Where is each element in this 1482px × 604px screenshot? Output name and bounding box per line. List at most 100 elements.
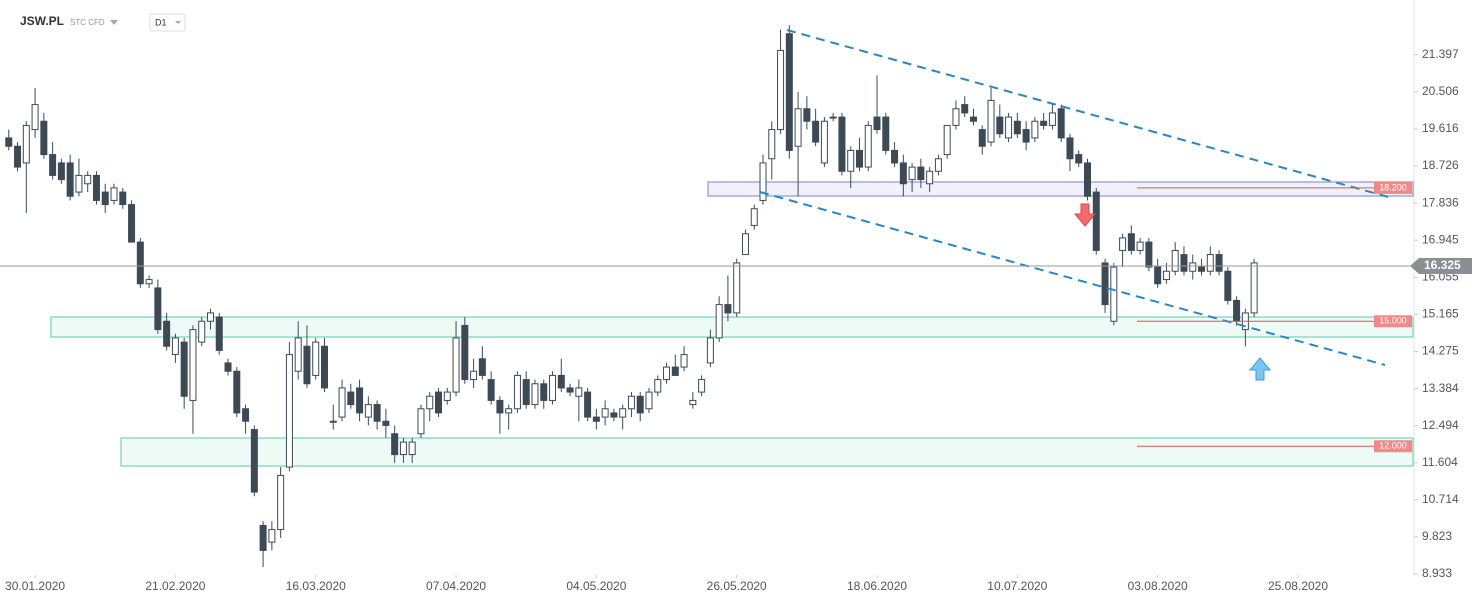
candle-body — [268, 529, 276, 543]
candle-body — [1066, 137, 1074, 160]
candle-body — [92, 174, 100, 201]
candle-body — [785, 33, 793, 151]
candle-body — [1233, 299, 1241, 322]
y-tick-label: 13.384 — [1422, 381, 1459, 395]
last-price-label: 16.325 — [1424, 258, 1461, 272]
x-tick-label: 10.07.2020 — [987, 579, 1047, 593]
candle-body — [759, 162, 767, 201]
candle-body — [1198, 266, 1206, 272]
candle-body — [584, 391, 592, 418]
candle-body — [1136, 241, 1144, 251]
candle-body — [364, 404, 372, 418]
candle-body — [1048, 112, 1056, 126]
y-tick-label: 15.165 — [1422, 307, 1459, 321]
candle-body — [40, 120, 48, 156]
level-tag — [1374, 315, 1412, 328]
candle-body — [391, 433, 399, 456]
candle-body — [689, 399, 697, 406]
candle-body — [969, 116, 977, 122]
plot — [5, 25, 1258, 568]
candle-body — [329, 420, 337, 423]
candle-body — [934, 158, 942, 172]
candle-body — [338, 387, 346, 418]
x-tick-label: 16.03.2020 — [286, 579, 346, 593]
candle-body — [829, 116, 837, 119]
candle-body — [233, 370, 241, 414]
candle-body — [1215, 254, 1223, 272]
candle-body — [75, 174, 83, 193]
y-tick-label: 18.726 — [1422, 158, 1459, 172]
candle-body — [531, 383, 539, 406]
candle-body — [1162, 270, 1170, 281]
candle-body — [1005, 116, 1013, 139]
candle-body — [733, 262, 741, 314]
candle-body — [671, 366, 679, 376]
candle-body — [663, 366, 671, 381]
candle-body — [189, 329, 197, 401]
candle-body — [513, 374, 521, 410]
candle-body — [285, 354, 293, 468]
y-tick-label: 11.604 — [1422, 455, 1458, 469]
candle-body — [505, 408, 513, 414]
candle-body — [1127, 233, 1135, 251]
candle-body — [1057, 108, 1065, 139]
candle-body — [101, 191, 109, 206]
candle-body — [619, 408, 627, 418]
candle-body — [1031, 120, 1039, 139]
candle-body — [549, 374, 557, 401]
candle-body — [312, 341, 320, 376]
candle-body — [855, 149, 863, 168]
candle-body — [1101, 262, 1109, 306]
candle-body — [478, 358, 486, 376]
candle-body — [926, 170, 934, 185]
candle-body — [724, 304, 732, 314]
level-label: 15.000 — [1379, 316, 1407, 326]
candle-body — [750, 208, 758, 226]
candle-body — [277, 474, 285, 531]
candle-body — [1022, 129, 1030, 143]
candle-body — [1110, 266, 1118, 322]
candle-body — [777, 49, 785, 131]
down-arrow — [1073, 203, 1097, 227]
candle-body — [961, 104, 969, 114]
candle-body — [908, 166, 916, 181]
candle-body — [952, 108, 960, 126]
candle-body — [206, 312, 214, 322]
candle-body — [259, 524, 267, 551]
y-tick-label: 12.494 — [1422, 418, 1459, 432]
candle-body — [917, 166, 925, 181]
candle-body — [320, 345, 328, 389]
candle-body — [1145, 241, 1153, 268]
candle-body — [487, 379, 495, 401]
candle-body — [1040, 120, 1048, 126]
candle-body — [242, 408, 250, 422]
candle-body — [154, 287, 162, 331]
candle-body — [715, 304, 723, 339]
candle-body — [66, 162, 74, 197]
candle-body — [768, 129, 776, 160]
market-dropdown[interactable] — [110, 20, 118, 25]
candle-body — [250, 429, 258, 493]
y-tick-label: 10.714 — [1422, 492, 1459, 506]
resistance-zone — [707, 181, 1414, 197]
interval-box[interactable] — [149, 13, 186, 32]
y-tick-label: 17.836 — [1422, 195, 1459, 209]
interval-caret — [175, 21, 181, 24]
x-tick-label: 21.02.2020 — [145, 579, 205, 593]
candle-body — [706, 337, 714, 364]
x-tick-label: 25.08.2020 — [1268, 579, 1328, 593]
y-tick-label: 16.945 — [1422, 232, 1459, 246]
candle-body — [1206, 254, 1214, 272]
candle-body — [128, 204, 136, 243]
candle-body — [461, 324, 469, 381]
candle-body — [496, 399, 504, 414]
candle-body — [1119, 237, 1127, 251]
candle-body — [645, 391, 653, 410]
candle-body — [891, 149, 899, 164]
interval: D1 — [155, 17, 167, 27]
candle-body — [1075, 154, 1083, 164]
candle-body — [864, 124, 872, 168]
candle-body — [741, 233, 749, 256]
candle-body — [522, 379, 530, 406]
